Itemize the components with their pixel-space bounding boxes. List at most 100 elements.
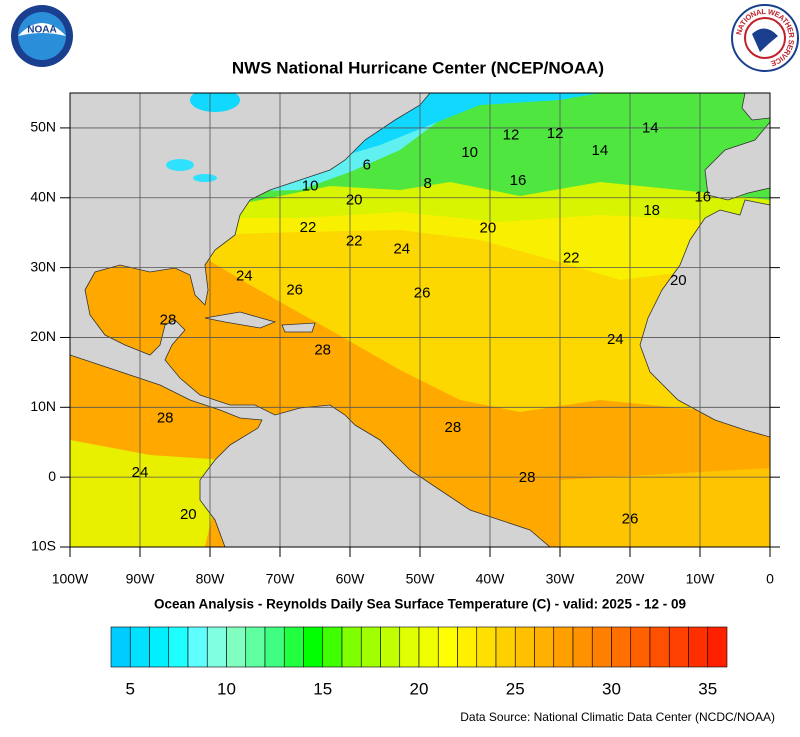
contour-label: 12	[503, 127, 520, 144]
contour-label: 10	[461, 144, 478, 161]
colorbar-cell	[110, 626, 131, 668]
map-area: 12 12 14 14 10 8 6 10 20 22 22 24 20 18 16 16 24 22 20 26 26…	[70, 93, 770, 547]
land	[741, 93, 770, 121]
colorbar-cell	[264, 626, 285, 668]
contour-label: 24	[132, 464, 149, 481]
colorbar-cell	[129, 626, 150, 668]
colorbar-cell	[668, 626, 689, 668]
colorbar-cell	[245, 626, 266, 668]
contour-label: 24	[236, 268, 253, 285]
nws-logo: NATIONAL WEATHER SERVICE	[731, 4, 799, 72]
contour-label: 28	[314, 342, 331, 359]
colorbar-cell	[341, 626, 362, 668]
y-tick-label: 50N	[30, 119, 56, 135]
land	[704, 121, 770, 201]
colorbar-cell	[437, 626, 458, 668]
colorbar-cell	[206, 626, 227, 668]
colorbar-cell	[303, 626, 324, 668]
land	[639, 199, 770, 438]
data-source: Data Source: National Climatic Data Cent…	[460, 710, 775, 724]
colorbar-cell	[591, 626, 612, 668]
contour-label: 20	[480, 219, 497, 236]
contour-label: 24	[607, 331, 624, 348]
ocean-zone	[70, 440, 225, 547]
y-tick-label: 0	[48, 468, 56, 484]
x-tick-label: 10W	[686, 571, 716, 587]
colorbar-tick-label: 30	[602, 679, 621, 698]
y-tick-label: 40N	[30, 188, 56, 204]
contour-label: 16	[510, 172, 527, 189]
x-tick-label: 90W	[126, 571, 156, 587]
contour-label: 26	[414, 284, 431, 301]
subtitle: Ocean Analysis - Reynolds Daily Sea Surf…	[154, 597, 686, 612]
ocean-zone	[560, 468, 770, 547]
contour-label: 26	[622, 511, 639, 528]
contour-label: 22	[300, 219, 317, 236]
colorbar-cell	[457, 626, 478, 668]
contour-label: 16	[694, 189, 711, 206]
contour-label: 18	[643, 202, 660, 219]
contour-label: 24	[393, 240, 410, 257]
colorbar-cell	[168, 626, 189, 668]
colorbar-cell	[399, 626, 420, 668]
contour-label: 28	[160, 312, 177, 329]
x-tick-label: 80W	[196, 571, 226, 587]
y-tick-label: 10S	[31, 538, 56, 554]
contour-label: 14	[592, 142, 609, 159]
colorbar-cell	[322, 626, 343, 668]
x-tick-label: 50W	[406, 571, 436, 587]
contour-label: 26	[286, 282, 303, 299]
colorbar-cell	[707, 626, 728, 668]
colorbar-cell	[553, 626, 574, 668]
x-tick-label: 30W	[546, 571, 576, 587]
contour-label: 6	[363, 157, 371, 174]
lake	[166, 159, 194, 171]
contour-label: 22	[346, 233, 363, 250]
colorbar-tick-label: 10	[217, 679, 236, 698]
colorbar-cell	[360, 626, 381, 668]
contour-label: 8	[424, 175, 432, 192]
colorbar-cell	[418, 626, 439, 668]
colorbar-tick-label: 15	[313, 679, 332, 698]
colorbar-tick-label: 20	[410, 679, 429, 698]
logo-text: NOAA	[27, 25, 56, 36]
contour-label: 28	[519, 469, 536, 486]
colorbar-cell	[149, 626, 170, 668]
x-tick-label: 70W	[266, 571, 296, 587]
colorbar-cell	[649, 626, 670, 668]
colorbar-cell	[514, 626, 535, 668]
colorbar: 5 10 15 20 25 30 35	[110, 626, 728, 698]
colorbar-tick-label: 5	[126, 679, 135, 698]
colorbar-cell	[187, 626, 208, 668]
lake	[193, 174, 217, 182]
contour-label: 14	[642, 120, 659, 137]
colorbar-cell	[283, 626, 304, 668]
colorbar-tick-label: 25	[506, 679, 525, 698]
contour-label: 20	[346, 192, 363, 209]
colorbar-cell	[572, 626, 593, 668]
x-tick-label: 60W	[336, 571, 366, 587]
x-tick-label: 100W	[52, 571, 89, 587]
y-tick-label: 10N	[30, 398, 56, 414]
contour-label: 20	[670, 272, 687, 289]
noaa-logo: NOAA	[11, 5, 73, 67]
axes: 100W 90W 80W 70W 60W 50W 40W 30W 20W 10W 0 10S 0 10N 2…	[30, 119, 780, 587]
colorbar-cell	[534, 626, 555, 668]
contour-label: 12	[547, 125, 564, 142]
colorbar-cell	[495, 626, 516, 668]
y-tick-label: 30N	[30, 258, 56, 274]
land	[281, 322, 316, 333]
contour-label: 10	[302, 178, 319, 195]
colorbar-cell	[476, 626, 497, 668]
colorbar-tick-label: 35	[698, 679, 717, 698]
lake	[190, 93, 240, 112]
x-tick-label: 0	[766, 571, 774, 587]
colorbar-cell	[688, 626, 709, 668]
contour-label: 28	[445, 419, 462, 436]
grid	[70, 93, 770, 547]
land	[70, 93, 551, 547]
colorbar-cell	[380, 626, 401, 668]
contour-label: 22	[563, 250, 580, 267]
land	[204, 311, 277, 329]
